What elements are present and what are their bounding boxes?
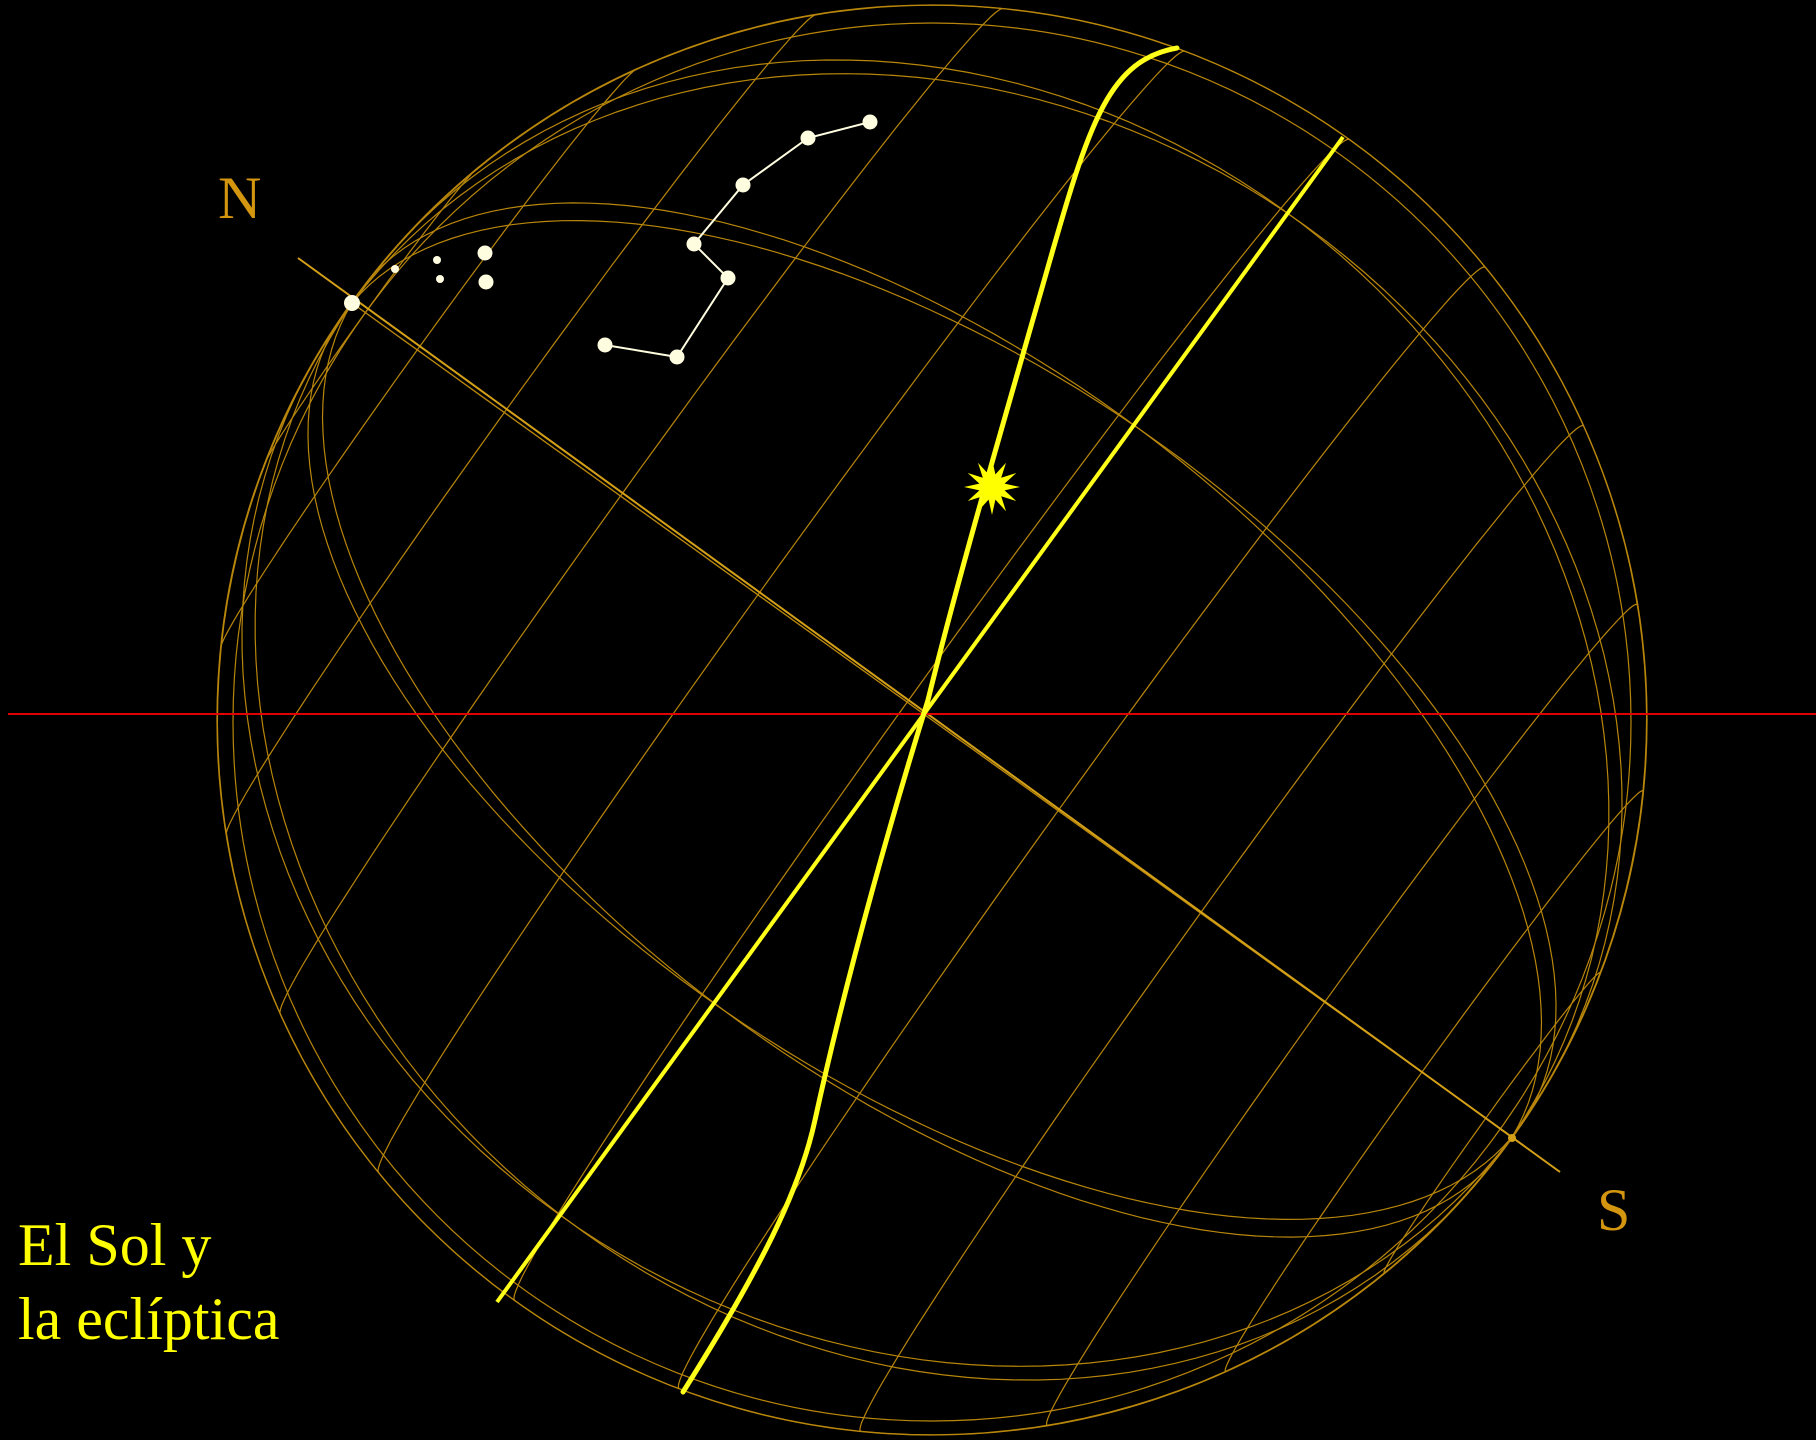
star bbox=[862, 114, 878, 130]
north-pole-label: N bbox=[218, 165, 262, 231]
parallel-line bbox=[225, 13, 818, 836]
caption-line-2: la eclíptica bbox=[18, 1286, 280, 1352]
parallel-line bbox=[220, 67, 639, 650]
parallel-line bbox=[859, 424, 1584, 1432]
sun-icon bbox=[964, 459, 1020, 515]
star bbox=[735, 177, 751, 193]
sphere-inner-rim bbox=[232, 22, 1632, 1422]
caption-line-1: El Sol y bbox=[18, 1212, 212, 1278]
south-pole-label: S bbox=[1597, 1177, 1631, 1243]
star bbox=[433, 256, 441, 264]
meridian-line bbox=[351, 73, 1623, 1138]
star bbox=[669, 349, 685, 365]
star bbox=[800, 130, 816, 146]
star bbox=[477, 245, 493, 261]
big-dipper-stars bbox=[391, 114, 878, 365]
parallel-line bbox=[677, 266, 1486, 1389]
celestial-grid bbox=[216, 4, 1648, 1436]
star bbox=[478, 274, 494, 290]
caption: El Sol y la eclíptica bbox=[18, 1208, 280, 1356]
parallel-line bbox=[279, 7, 1004, 1015]
parallel-line bbox=[262, 166, 480, 468]
star bbox=[686, 236, 702, 252]
meridian-line bbox=[351, 219, 1557, 1138]
meridian-line bbox=[321, 302, 1513, 1238]
ecliptic-paths bbox=[495, 45, 1345, 1395]
parallel-line bbox=[377, 50, 1186, 1174]
ecliptic-path bbox=[680, 45, 1180, 1395]
star bbox=[720, 270, 736, 286]
parallel-line bbox=[513, 138, 1350, 1301]
sun-icon bbox=[964, 459, 1020, 515]
star bbox=[597, 337, 613, 353]
north-pole-dot bbox=[344, 295, 360, 311]
star bbox=[391, 265, 399, 273]
meridian-line bbox=[254, 302, 1513, 1381]
south-pole-dot bbox=[1508, 1134, 1516, 1142]
pole-markers bbox=[344, 295, 1516, 1142]
star bbox=[436, 275, 444, 283]
